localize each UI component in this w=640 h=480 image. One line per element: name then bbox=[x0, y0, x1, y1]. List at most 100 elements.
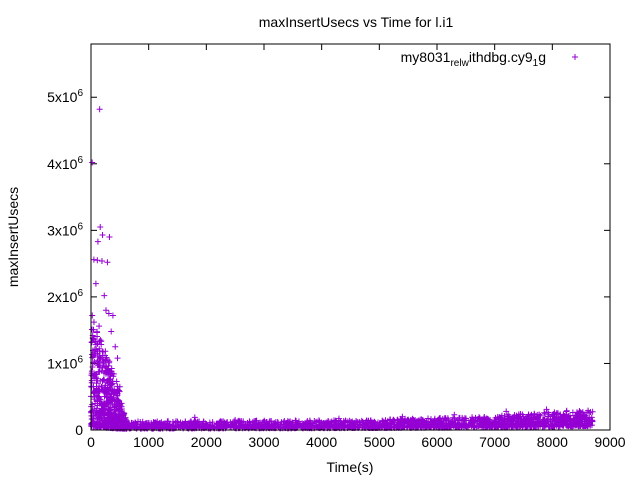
data-point bbox=[142, 423, 149, 430]
data-point bbox=[463, 423, 470, 430]
data-point bbox=[497, 422, 504, 429]
data-point bbox=[209, 422, 216, 429]
data-point bbox=[413, 418, 420, 425]
x-tick-label: 3000 bbox=[248, 434, 279, 450]
data-point bbox=[541, 416, 548, 423]
data-point bbox=[405, 416, 412, 423]
data-point bbox=[151, 423, 158, 430]
x-tick-label: 7000 bbox=[479, 434, 510, 450]
data-point bbox=[95, 413, 102, 420]
data-point bbox=[246, 418, 253, 425]
data-point bbox=[101, 423, 108, 430]
data-point bbox=[219, 424, 226, 431]
data-point bbox=[501, 415, 508, 422]
data-point bbox=[450, 414, 457, 421]
y-tick-label: 1x106 bbox=[47, 354, 83, 371]
data-point bbox=[106, 234, 113, 240]
data-point bbox=[335, 424, 342, 431]
data-point bbox=[574, 420, 581, 427]
data-point bbox=[272, 423, 279, 430]
data-point bbox=[98, 405, 105, 412]
data-point bbox=[469, 418, 476, 425]
data-point bbox=[549, 412, 556, 419]
data-point bbox=[95, 354, 102, 361]
data-point bbox=[102, 409, 109, 416]
data-point bbox=[114, 392, 121, 399]
data-point bbox=[440, 420, 447, 427]
x-axis-label: Time(s) bbox=[327, 459, 374, 475]
data-point bbox=[258, 422, 265, 429]
data-point bbox=[115, 387, 122, 394]
data-point bbox=[94, 424, 101, 431]
data-point bbox=[101, 292, 108, 299]
x-tick-label: 5000 bbox=[364, 434, 395, 450]
x-tick-label: 8000 bbox=[537, 434, 568, 450]
legend-marker bbox=[572, 54, 578, 60]
data-point bbox=[101, 389, 108, 396]
data-point bbox=[173, 423, 180, 430]
data-point bbox=[128, 422, 135, 429]
data-point bbox=[114, 396, 121, 403]
x-tick-label: 2000 bbox=[191, 434, 222, 450]
data-point bbox=[105, 365, 112, 372]
data-point bbox=[93, 407, 100, 414]
data-point bbox=[400, 418, 407, 425]
data-point bbox=[98, 341, 105, 348]
data-point bbox=[295, 418, 302, 425]
data-point bbox=[164, 418, 171, 425]
data-point bbox=[101, 363, 108, 370]
data-point bbox=[514, 418, 521, 425]
data-point bbox=[112, 343, 119, 350]
data-point bbox=[406, 421, 413, 428]
data-point bbox=[99, 386, 106, 393]
data-point bbox=[331, 420, 338, 427]
data-point bbox=[583, 420, 590, 427]
x-tick-label: 9000 bbox=[594, 434, 625, 450]
y-tick-label: 5x106 bbox=[47, 88, 83, 105]
data-point bbox=[410, 423, 417, 430]
data-point bbox=[107, 369, 114, 376]
data-point bbox=[90, 319, 97, 326]
data-point bbox=[436, 415, 443, 422]
data-point bbox=[577, 409, 584, 416]
data-point bbox=[480, 416, 487, 423]
data-point bbox=[455, 423, 462, 430]
data-point bbox=[89, 354, 96, 361]
data-point bbox=[277, 422, 284, 429]
data-point bbox=[268, 418, 275, 425]
data-point bbox=[97, 224, 104, 231]
data-point bbox=[104, 398, 111, 405]
data-point bbox=[99, 232, 106, 239]
data-point bbox=[111, 403, 118, 410]
data-point bbox=[355, 423, 362, 430]
data-point bbox=[99, 352, 106, 359]
data-point bbox=[328, 422, 335, 429]
data-point bbox=[114, 407, 121, 414]
data-point bbox=[100, 376, 107, 383]
data-point bbox=[386, 416, 393, 423]
data-point bbox=[118, 400, 125, 407]
data-point bbox=[565, 413, 572, 420]
data-point bbox=[237, 423, 244, 430]
data-point bbox=[527, 412, 534, 419]
data-point bbox=[553, 413, 560, 420]
data-point bbox=[246, 424, 253, 431]
y-tick-label: 4x106 bbox=[47, 155, 83, 172]
data-point bbox=[94, 257, 101, 264]
data-point bbox=[94, 350, 101, 357]
data-point bbox=[186, 419, 193, 426]
data-point bbox=[417, 424, 424, 431]
data-point bbox=[430, 419, 437, 426]
data-point bbox=[106, 385, 113, 392]
data-point bbox=[89, 159, 96, 166]
data-point bbox=[88, 339, 95, 346]
data-point bbox=[562, 417, 569, 424]
data-point bbox=[365, 417, 372, 424]
data-point bbox=[523, 423, 530, 430]
data-point bbox=[108, 370, 115, 377]
data-point bbox=[496, 415, 503, 422]
data-point bbox=[118, 420, 125, 427]
data-point bbox=[114, 355, 121, 362]
y-tick-label: 0 bbox=[75, 422, 83, 438]
data-point bbox=[570, 415, 577, 422]
